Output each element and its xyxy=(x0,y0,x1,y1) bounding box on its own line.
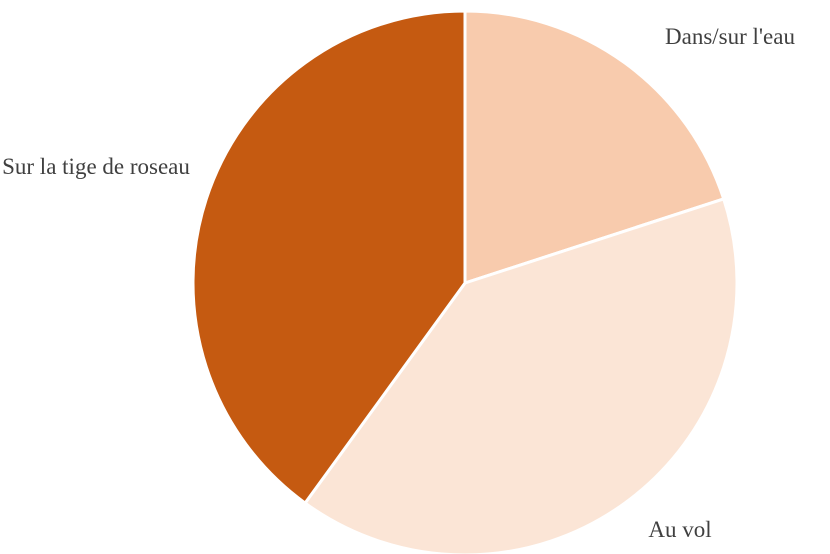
slice-label: Au vol xyxy=(648,517,712,542)
slice-label: Sur la tige de roseau xyxy=(2,154,190,179)
pie-slice xyxy=(463,9,726,286)
pie-slice xyxy=(191,9,467,506)
slice-label: Dans/sur l'eau xyxy=(665,24,795,49)
pie-slice xyxy=(303,197,739,554)
